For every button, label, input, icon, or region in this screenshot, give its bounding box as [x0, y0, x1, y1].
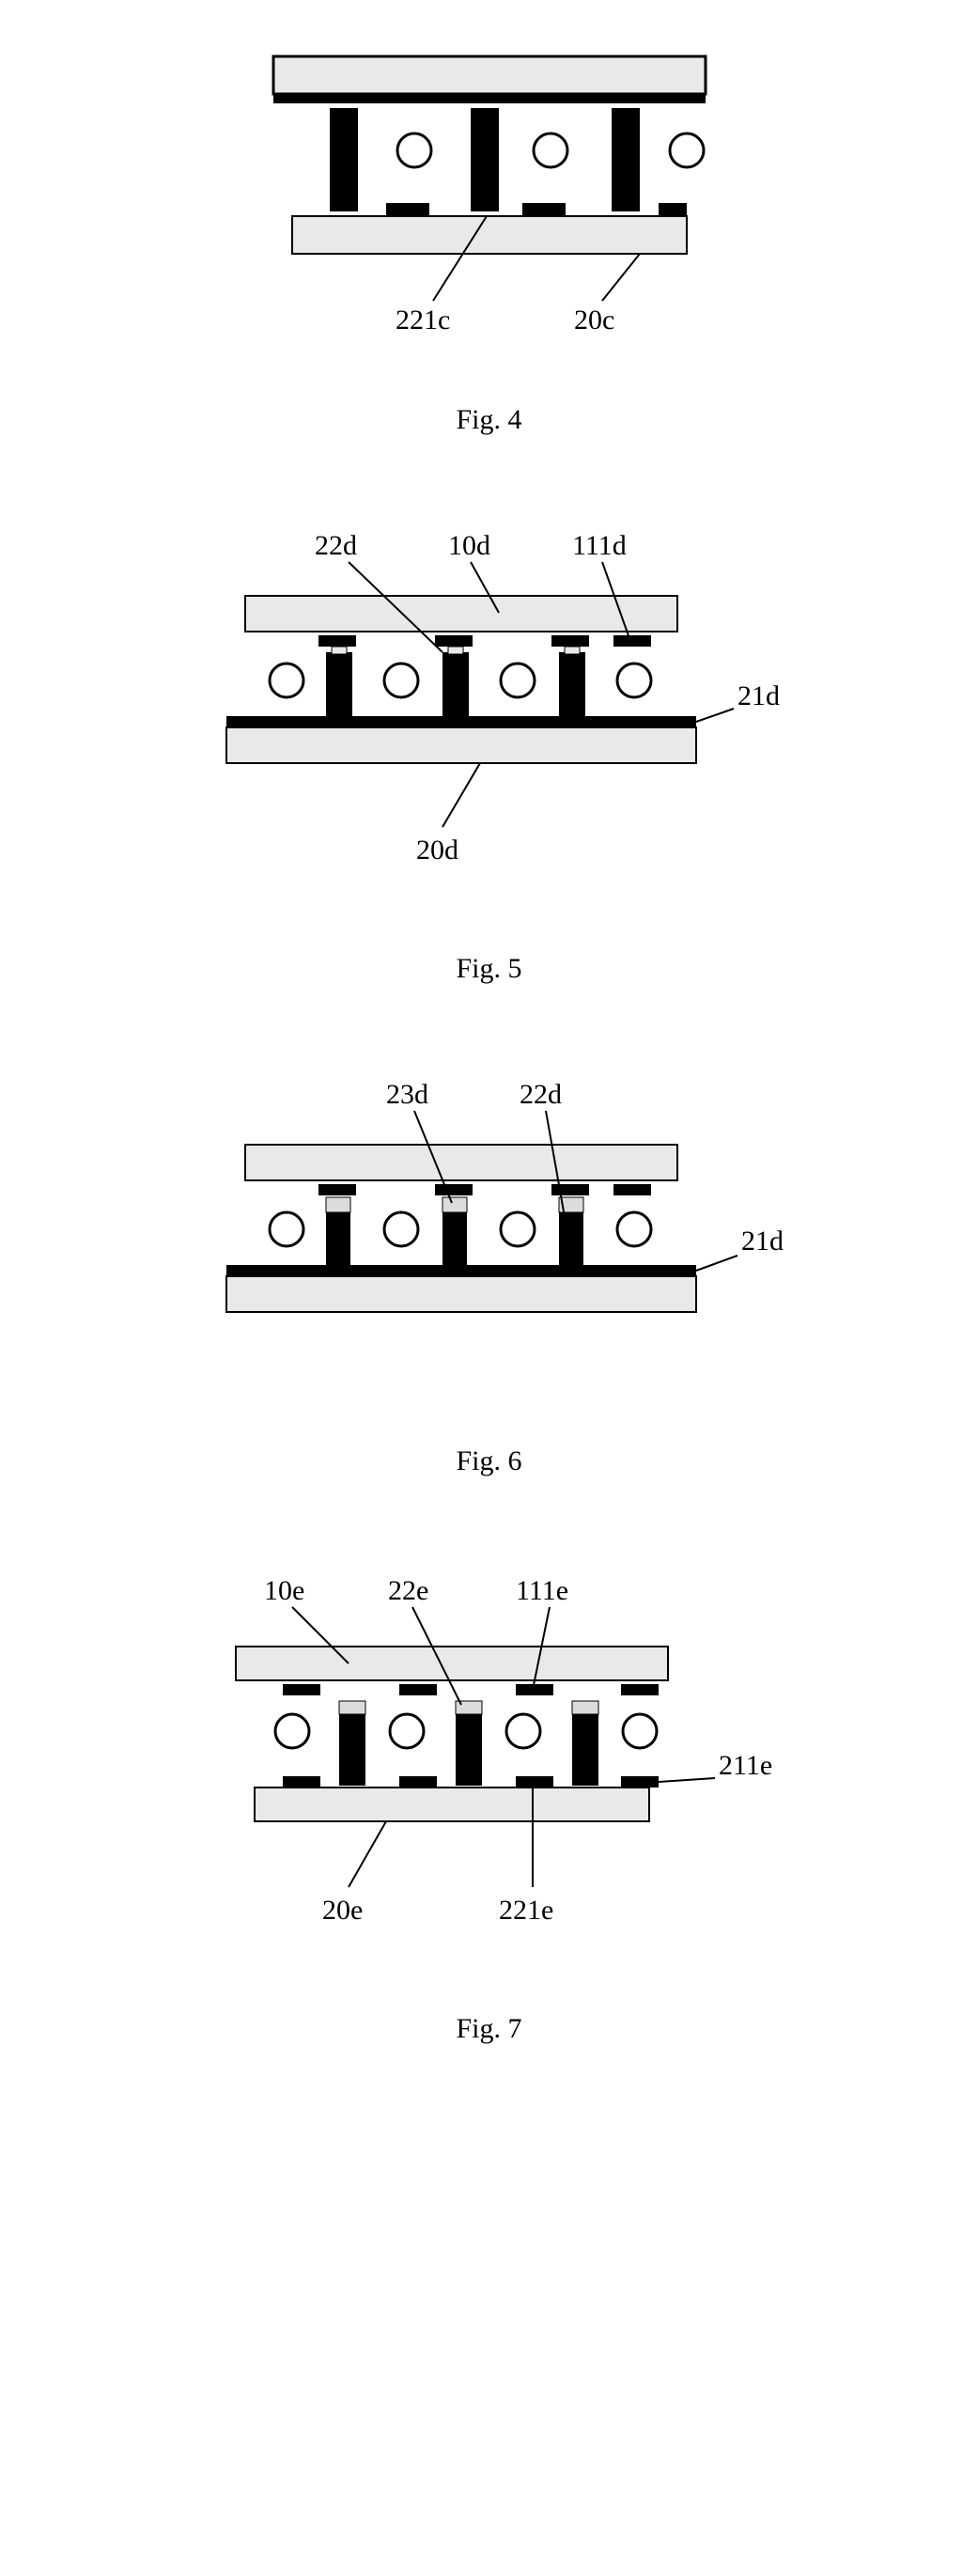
figure-6: 23d 22d 21d Fig. 6 — [170, 1069, 809, 1477]
label-10e: 10e — [264, 1575, 304, 1606]
figure-4-caption: Fig. 4 — [456, 404, 521, 436]
figure-7: 10e 22e 111e 211e 20e 221e Fig. 7 — [161, 1562, 818, 2045]
label-22e: 22e — [388, 1575, 428, 1606]
label-221e: 221e — [499, 1895, 553, 1926]
label-20c: 20c — [574, 304, 614, 336]
figure-4: 221c 20c Fig. 4 — [198, 38, 781, 436]
figure-6-caption: Fig. 6 — [456, 1445, 521, 1477]
label-111d: 111d — [572, 530, 627, 561]
figure-4-svg: 221c 20c — [198, 38, 781, 348]
label-22d-top: 22d — [315, 530, 357, 561]
label-20d: 20d — [416, 835, 458, 866]
figure-7-svg: 10e 22e 111e 211e 20e 221e — [161, 1562, 818, 1957]
figure-5-svg: 22d 10d 111d 21d 20d — [170, 521, 809, 897]
label-111e: 111e — [516, 1575, 568, 1606]
figure-7-caption: Fig. 7 — [456, 2013, 521, 2045]
figure-5: 22d 10d 111d 21d 20d Fig. 5 — [170, 521, 809, 985]
label-221c: 221c — [396, 304, 450, 336]
label-10d: 10d — [448, 530, 490, 561]
label-211e: 211e — [719, 1750, 772, 1781]
figure-5-caption: Fig. 5 — [456, 953, 521, 985]
label-21d: 21d — [737, 680, 780, 711]
label-21d: 21d — [741, 1226, 784, 1257]
label-23d: 23d — [386, 1079, 428, 1110]
figure-6-svg: 23d 22d 21d — [170, 1069, 809, 1389]
label-22d: 22d — [520, 1079, 562, 1110]
label-20e: 20e — [322, 1895, 363, 1926]
